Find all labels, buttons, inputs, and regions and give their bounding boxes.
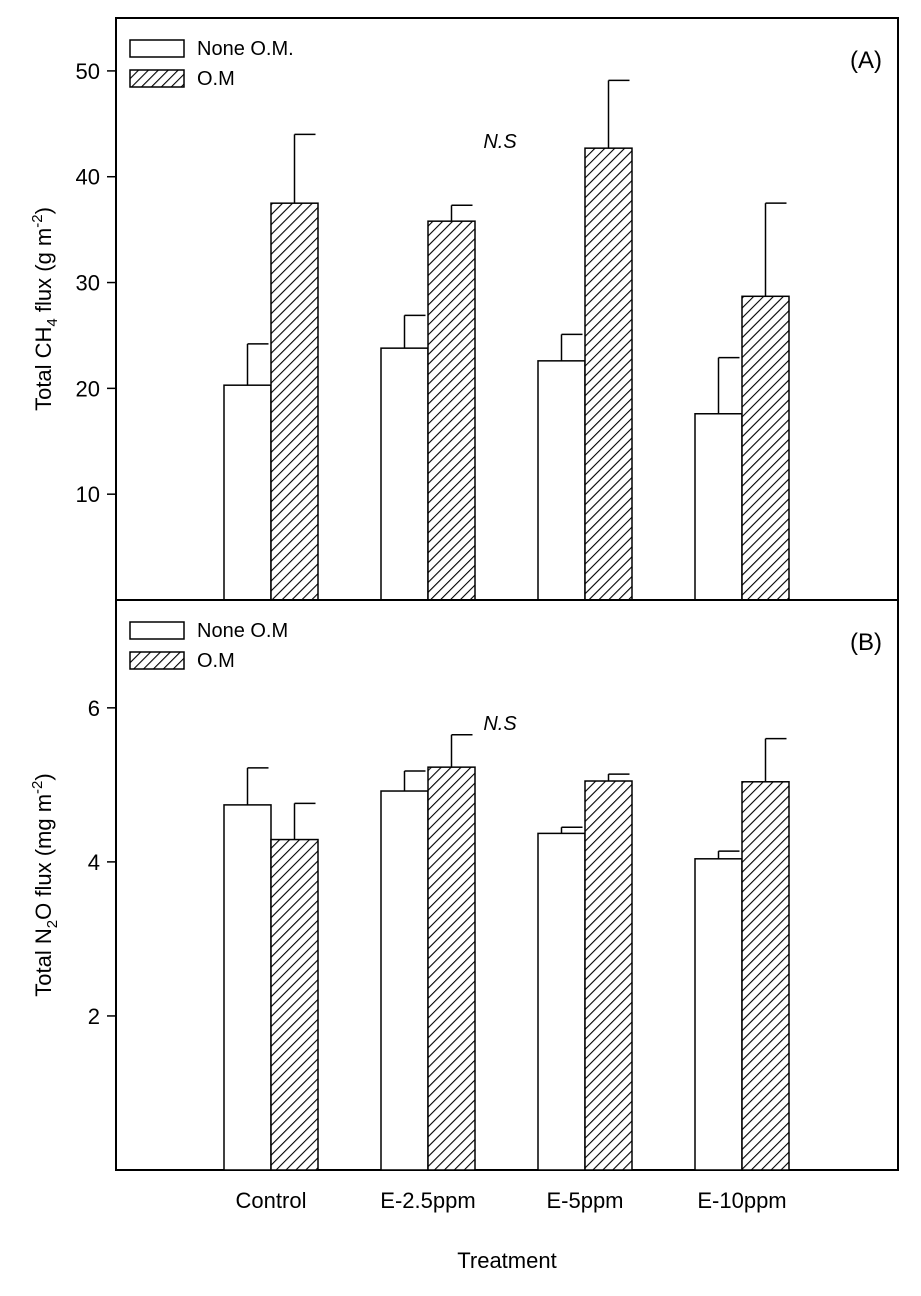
- bar-om: [427, 220, 476, 601]
- plot-frame: [115, 599, 899, 1171]
- y-axis-label-part: ): [31, 773, 56, 780]
- bar-om: [741, 295, 790, 601]
- x-tick-label: Control: [236, 1188, 307, 1213]
- y-tick-label: 50: [76, 59, 100, 84]
- y-axis-label: Total CH4 flux (g m-2): [29, 207, 61, 411]
- y-axis-label-part: 4: [44, 318, 61, 326]
- y-axis-label-part: O flux (mg m: [31, 794, 56, 920]
- y-tick-label: 4: [88, 850, 100, 875]
- y-axis-label: Total N2O flux (mg m-2): [29, 773, 61, 996]
- bar-none-om: [380, 347, 429, 601]
- bar-om: [427, 766, 476, 1171]
- y-axis-label-part: ): [31, 207, 56, 214]
- bar-none-om: [380, 790, 429, 1171]
- legend-label: None O.M.: [197, 38, 294, 60]
- y-tick-label: 2: [88, 1004, 100, 1029]
- y-axis-label-part: -2: [29, 214, 46, 227]
- bar-om: [270, 838, 319, 1171]
- y-tick-label: 10: [76, 482, 100, 507]
- bar-none-om: [694, 413, 743, 601]
- legend-swatch: [129, 69, 185, 88]
- legend-swatch: [129, 651, 185, 670]
- bar-none-om: [694, 858, 743, 1171]
- bar-om: [584, 147, 633, 601]
- y-axis-label-part: Total N: [31, 928, 56, 996]
- panel-label: (B): [850, 629, 882, 656]
- panel-a: 10 20 30 40 50 Total CH4 flux (g m-2) None O.M…: [29, 17, 899, 601]
- bar-om: [584, 780, 633, 1171]
- significance-annotation: N.S: [483, 131, 517, 153]
- bar-none-om: [537, 832, 586, 1171]
- x-tick-label: E-10ppm: [697, 1188, 786, 1213]
- bar-none-om: [223, 804, 272, 1171]
- bar-om: [741, 781, 790, 1171]
- y-tick-label: 20: [76, 376, 100, 401]
- panel-label: (A): [850, 47, 882, 74]
- significance-annotation: N.S: [483, 713, 517, 735]
- y-axis-label-part: flux (g m: [31, 228, 56, 318]
- y-axis-label-part: 2: [44, 920, 61, 928]
- bar-none-om: [223, 384, 272, 601]
- bar-om: [270, 202, 319, 601]
- y-axis-label-part: -2: [29, 781, 46, 794]
- x-tick-label: E-5ppm: [546, 1188, 623, 1213]
- x-tick-label: E-2.5ppm: [380, 1188, 475, 1213]
- y-tick-label: 6: [88, 696, 100, 721]
- x-axis-label: Treatment: [457, 1248, 556, 1273]
- y-tick-label: 40: [76, 165, 100, 190]
- y-tick-label: 30: [76, 271, 100, 296]
- legend-label: O.M: [197, 650, 235, 672]
- legend-label: None O.M: [197, 620, 288, 642]
- bar-none-om: [537, 360, 586, 601]
- legend-swatch: [129, 621, 185, 640]
- y-axis-label-part: Total CH: [31, 327, 56, 411]
- legend-label: O.M: [197, 68, 235, 90]
- legend-swatch: [129, 39, 185, 58]
